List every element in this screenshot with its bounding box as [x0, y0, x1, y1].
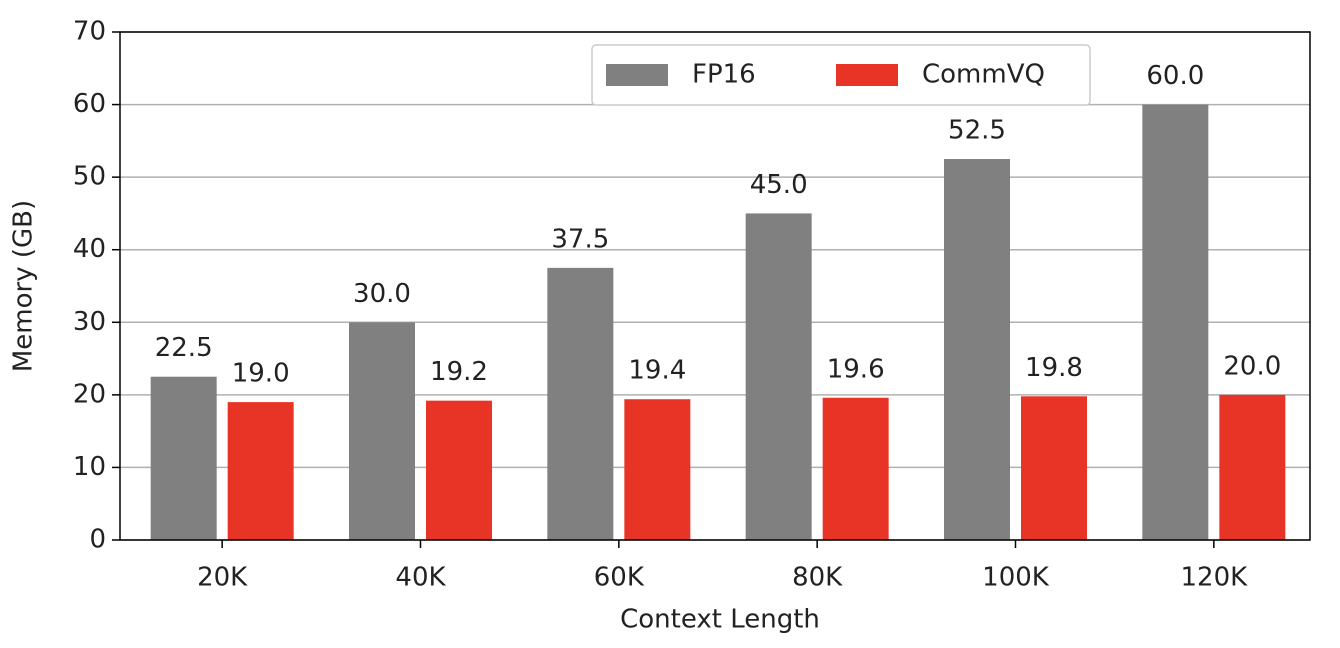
bar	[150, 376, 217, 540]
bar	[547, 267, 614, 540]
bar	[426, 400, 492, 540]
x-tick-label: 100K	[982, 563, 1050, 593]
bar	[944, 159, 1010, 540]
y-tick-label: 70	[73, 17, 106, 47]
legend-label: CommVQ	[922, 60, 1045, 90]
legend-swatch	[606, 64, 668, 86]
bar	[349, 322, 415, 540]
value-label: 37.5	[551, 224, 609, 254]
y-tick-label: 20	[73, 379, 106, 409]
y-tick-label: 10	[73, 452, 106, 482]
y-axis-label: Memory (GB)	[9, 200, 39, 372]
bar	[1142, 104, 1209, 541]
legend-label: FP16	[692, 60, 756, 90]
value-label: 19.8	[1025, 353, 1083, 383]
bar	[745, 213, 812, 540]
y-tick-label: 30	[73, 307, 106, 337]
bar	[1021, 396, 1087, 540]
value-label: 60.0	[1146, 61, 1204, 91]
value-label: 19.6	[827, 354, 885, 384]
bar	[624, 399, 691, 540]
bar	[227, 402, 294, 540]
y-tick-label: 0	[89, 525, 106, 555]
value-label: 22.5	[155, 333, 213, 363]
y-tick-label: 50	[73, 162, 106, 192]
x-axis-label: Context Length	[620, 605, 820, 635]
bar	[822, 397, 889, 540]
value-label: 20.0	[1223, 351, 1281, 381]
value-label: 45.0	[750, 170, 808, 200]
value-label: 52.5	[948, 116, 1006, 146]
value-label: 19.2	[430, 357, 488, 387]
x-tick-label: 80K	[792, 563, 843, 593]
value-label: 19.4	[628, 356, 686, 386]
x-tick-label: 120K	[1180, 563, 1248, 593]
y-tick-label: 60	[73, 89, 106, 119]
legend-swatch	[836, 64, 898, 86]
y-tick-label: 40	[73, 234, 106, 264]
value-label: 30.0	[353, 279, 411, 309]
x-tick-label: 40K	[395, 563, 446, 593]
x-tick-label: 20K	[197, 563, 248, 593]
value-label: 19.0	[232, 359, 290, 389]
bar	[1219, 394, 1286, 540]
plot-frame	[119, 31, 1311, 541]
x-tick-label: 60K	[594, 563, 645, 593]
